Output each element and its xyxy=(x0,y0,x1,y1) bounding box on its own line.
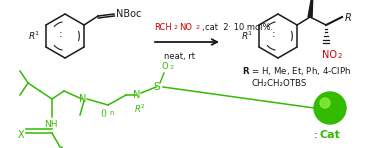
Text: Cat: Cat xyxy=(320,130,341,140)
Text: $R^2$: $R^2$ xyxy=(134,103,146,115)
Text: :: : xyxy=(314,130,321,140)
Text: S: S xyxy=(153,82,160,92)
Text: NBoc: NBoc xyxy=(116,9,141,19)
Text: $R^1$: $R^1$ xyxy=(28,30,40,42)
Text: N: N xyxy=(79,94,87,104)
Text: NO: NO xyxy=(322,50,337,60)
Text: NO: NO xyxy=(179,23,192,32)
Text: 2: 2 xyxy=(196,25,200,30)
Text: (): () xyxy=(100,109,107,118)
Text: :: : xyxy=(272,29,276,39)
Circle shape xyxy=(314,92,346,124)
Text: X: X xyxy=(18,130,25,140)
Text: $R$: $R$ xyxy=(344,11,352,23)
Text: neat, rt: neat, rt xyxy=(164,52,195,61)
Text: N: N xyxy=(133,90,140,100)
Text: $R^1$: $R^1$ xyxy=(240,30,253,42)
Polygon shape xyxy=(308,0,313,17)
Text: :: : xyxy=(59,29,63,39)
Text: $\mathbf{R}$ = H, Me, Et, Ph, 4-ClPh: $\mathbf{R}$ = H, Me, Et, Ph, 4-ClPh xyxy=(242,65,351,77)
Text: O: O xyxy=(161,62,167,71)
Circle shape xyxy=(320,98,330,108)
Text: ,: , xyxy=(201,23,204,32)
Text: CH₂CH₂OTBS: CH₂CH₂OTBS xyxy=(252,79,307,88)
Text: n: n xyxy=(109,110,113,116)
Text: NH: NH xyxy=(44,120,57,129)
Text: 2: 2 xyxy=(337,53,341,59)
Text: RCH: RCH xyxy=(154,23,172,32)
Text: 2: 2 xyxy=(169,65,173,70)
Text: 2: 2 xyxy=(174,25,178,30)
Text: cat  2· 10 mol%.: cat 2· 10 mol%. xyxy=(205,23,273,32)
